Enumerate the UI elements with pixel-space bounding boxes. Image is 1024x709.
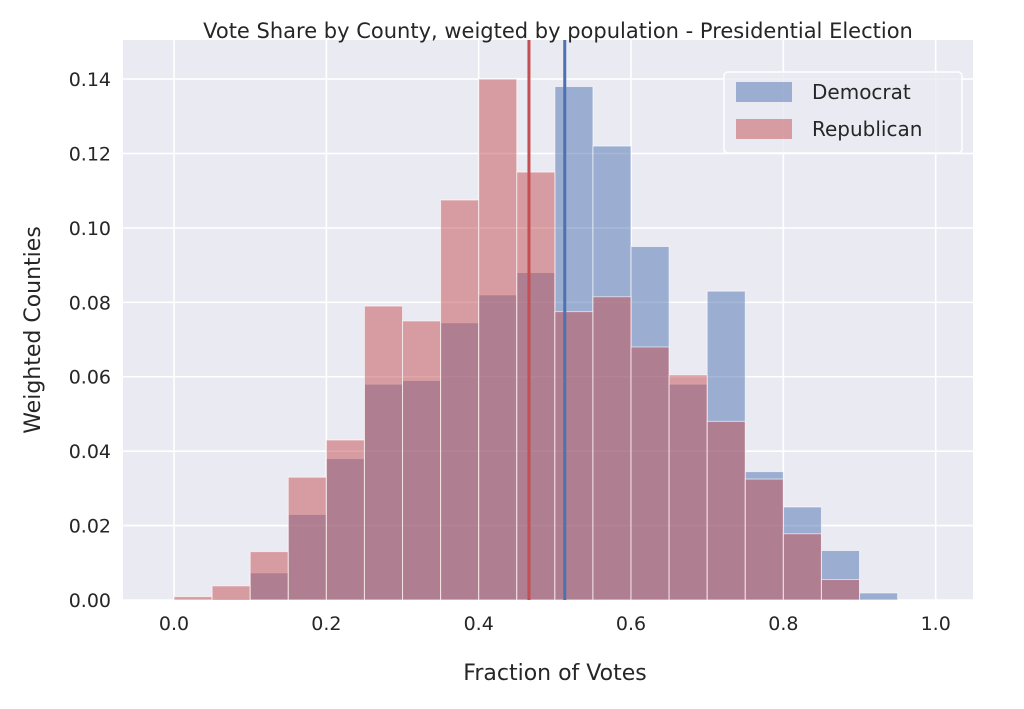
y-tick-label: 0.02: [69, 516, 111, 538]
y-tick-label: 0.00: [69, 590, 111, 612]
bars: [173, 78, 899, 601]
x-tick-label: 0.2: [311, 613, 341, 635]
bar-republican: [516, 171, 556, 601]
bar-republican: [173, 596, 213, 601]
bar-republican: [592, 296, 632, 601]
bar-republican: [668, 374, 708, 601]
bar-republican: [744, 478, 784, 601]
bar-republican: [820, 579, 861, 601]
bar-republican: [249, 551, 289, 601]
bar-republican: [211, 585, 251, 601]
y-tick-label: 0.04: [69, 441, 111, 463]
bar-republican: [325, 439, 365, 601]
bar-republican: [363, 305, 404, 601]
x-tick-label: 0.0: [159, 613, 189, 635]
y-tick-label: 0.12: [69, 143, 111, 165]
bar-republican: [706, 420, 746, 601]
bar-republican: [630, 346, 670, 601]
x-tick-label: 1.0: [921, 613, 951, 635]
bar-republican: [287, 476, 327, 601]
legend-label-republican: Republican: [812, 117, 922, 141]
legend-swatch-republican: [736, 119, 792, 139]
x-tick-label: 0.4: [464, 613, 494, 635]
bar-democrat: [859, 592, 899, 601]
chart-title: Vote Share by County, weigted by populat…: [203, 19, 913, 43]
mean-lines: [527, 40, 567, 600]
x-axis-label: Fraction of Votes: [463, 661, 646, 686]
y-axis-label: Weighted Counties: [21, 226, 46, 434]
y-tick-label: 0.10: [69, 218, 111, 240]
x-tick-label: 0.8: [768, 613, 798, 635]
y-tick-label: 0.06: [69, 367, 111, 389]
legend-swatch-democrat: [736, 82, 792, 102]
legend: Democrat Republican: [723, 71, 963, 154]
bar-republican: [782, 533, 822, 601]
bar-republican: [440, 199, 480, 601]
y-tick-label: 0.08: [69, 292, 111, 314]
bar-republican: [402, 320, 442, 601]
bar-republican: [554, 311, 594, 601]
x-tick-labels: 0.0 0.2 0.4 0.6 0.8 1.0: [159, 613, 951, 635]
y-tick-label: 0.14: [69, 69, 111, 91]
legend-label-democrat: Democrat: [812, 80, 911, 104]
series-republican: [173, 78, 861, 601]
bar-republican: [478, 78, 518, 601]
x-tick-label: 0.6: [616, 613, 646, 635]
y-tick-labels: 0.00 0.02 0.04 0.06 0.08 0.10 0.12 0.14: [69, 69, 111, 612]
